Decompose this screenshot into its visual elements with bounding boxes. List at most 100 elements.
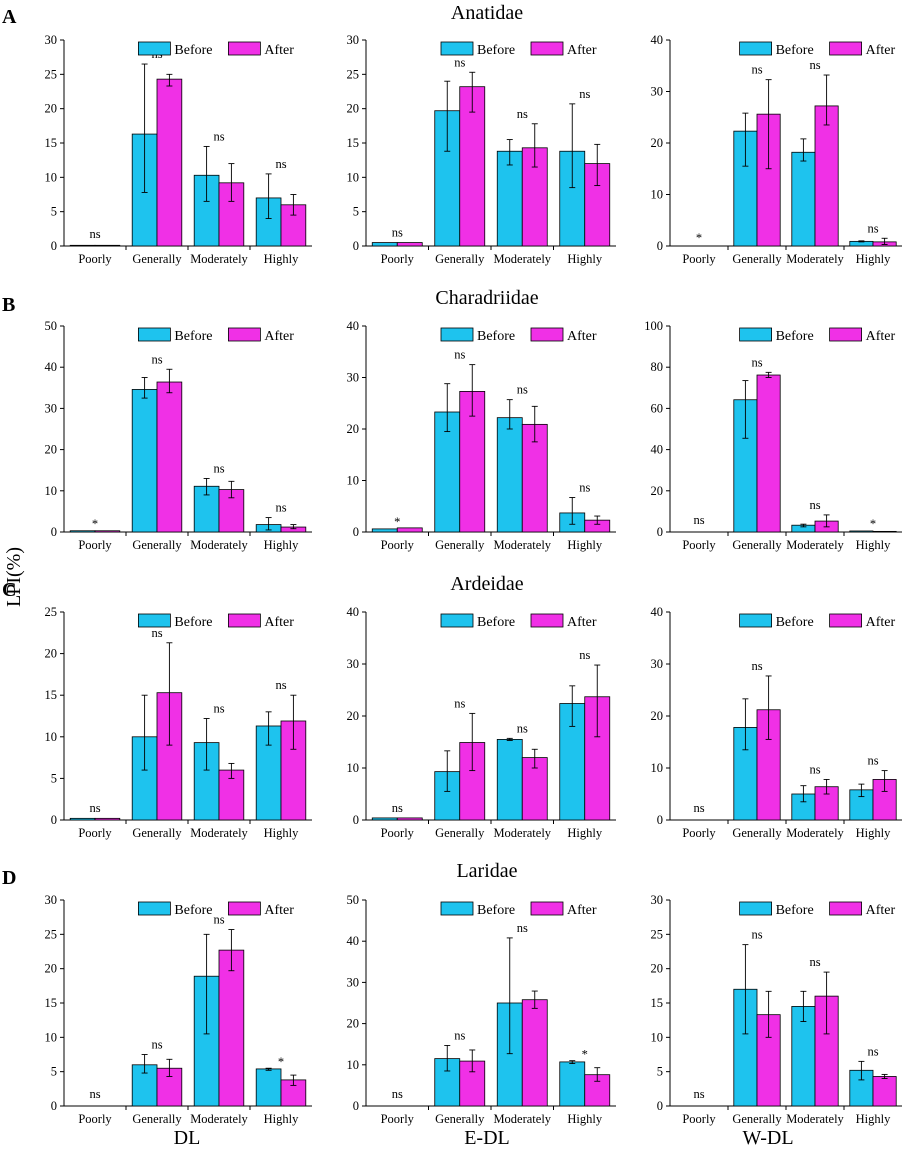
category-label: Highly bbox=[567, 826, 602, 840]
y-tick-label: 30 bbox=[45, 893, 58, 907]
bar-before bbox=[496, 417, 523, 533]
y-tick-label: 20 bbox=[45, 443, 58, 457]
category-label: Poorly bbox=[381, 1112, 415, 1126]
legend-label-after: After bbox=[866, 615, 896, 630]
significance-label: * bbox=[582, 1048, 588, 1062]
y-tick-label: 40 bbox=[651, 33, 664, 47]
bar-before bbox=[371, 817, 398, 821]
bar-after bbox=[396, 817, 423, 821]
category-label: Highly bbox=[856, 1112, 891, 1126]
category-label: Poorly bbox=[78, 252, 112, 266]
legend-label-before: Before bbox=[477, 329, 515, 344]
y-tick-label: 20 bbox=[651, 484, 664, 498]
legend-swatch-after bbox=[227, 901, 261, 916]
category-label: Highly bbox=[856, 826, 891, 840]
legend-label-after: After bbox=[567, 329, 597, 344]
legend-label-before: Before bbox=[776, 615, 814, 630]
y-tick-label: 5 bbox=[51, 1065, 57, 1079]
legend-swatch-before bbox=[739, 613, 772, 628]
y-tick-label: 25 bbox=[45, 927, 58, 941]
legend-swatch-before bbox=[137, 327, 171, 342]
category-label: Generally bbox=[732, 1112, 782, 1126]
significance-label: ns bbox=[517, 383, 528, 397]
legend-swatch-after bbox=[227, 613, 261, 628]
legend-label-before: Before bbox=[477, 615, 515, 630]
category-label: Generally bbox=[132, 1112, 182, 1126]
significance-label: ns bbox=[392, 1087, 403, 1101]
significance-label: ns bbox=[867, 1044, 878, 1058]
category-label: Generally bbox=[435, 826, 485, 840]
y-tick-label: 5 bbox=[51, 771, 57, 785]
y-tick-label: 20 bbox=[45, 102, 58, 116]
significance-label: ns bbox=[275, 678, 286, 692]
y-tick-label: 30 bbox=[347, 657, 360, 671]
y-tick-label: 40 bbox=[347, 605, 360, 619]
significance-label: ns bbox=[392, 801, 403, 815]
y-tick-label: 10 bbox=[651, 761, 664, 775]
legend-swatch-before bbox=[440, 327, 474, 342]
significance-label: ns bbox=[579, 87, 590, 101]
bar-before bbox=[69, 244, 96, 247]
significance-label: ns bbox=[213, 701, 224, 715]
significance-label: ns bbox=[454, 696, 465, 710]
y-tick-label: 25 bbox=[45, 67, 58, 81]
y-tick-label: 10 bbox=[45, 484, 58, 498]
legend-label-after: After bbox=[866, 43, 896, 58]
bar-before bbox=[371, 242, 398, 247]
category-label: Poorly bbox=[381, 538, 415, 552]
significance-label: ns bbox=[867, 754, 878, 768]
y-tick-label: 0 bbox=[657, 1099, 663, 1113]
bar-before bbox=[131, 389, 158, 533]
significance-label: ns bbox=[213, 129, 224, 143]
y-tick-label: 20 bbox=[45, 962, 58, 976]
legend-swatch-before bbox=[739, 901, 772, 916]
significance-label: ns bbox=[151, 1038, 162, 1052]
legend-label-after: After bbox=[567, 615, 597, 630]
category-label: Highly bbox=[567, 1112, 602, 1126]
y-tick-label: 0 bbox=[657, 239, 663, 253]
significance-label: ns bbox=[89, 227, 100, 241]
category-label: Generally bbox=[435, 538, 485, 552]
category-label: Moderately bbox=[493, 538, 551, 552]
category-label: Moderately bbox=[190, 252, 248, 266]
y-tick-label: 40 bbox=[347, 319, 360, 333]
legend-label-before: Before bbox=[174, 43, 212, 58]
category-label: Moderately bbox=[493, 1112, 551, 1126]
bar-before bbox=[371, 528, 398, 533]
significance-label: ns bbox=[693, 513, 704, 527]
y-tick-label: 10 bbox=[347, 170, 360, 184]
panel-letter-a: A bbox=[2, 6, 17, 28]
category-label: Moderately bbox=[493, 826, 551, 840]
y-tick-label: 15 bbox=[45, 996, 58, 1010]
significance-label: ns bbox=[275, 157, 286, 171]
y-tick-label: 15 bbox=[347, 136, 360, 150]
y-tick-label: 20 bbox=[651, 709, 664, 723]
significance-label: * bbox=[870, 517, 876, 531]
y-tick-label: 20 bbox=[347, 102, 360, 116]
bar-after bbox=[218, 949, 245, 1107]
significance-label: * bbox=[278, 1055, 284, 1069]
chart-panel-d2: 0 10 20 30 40 50 Poorly ns Generally ns Moderately… bbox=[347, 893, 616, 1126]
significance-label: ns bbox=[213, 913, 224, 927]
y-tick-label: 20 bbox=[347, 1017, 360, 1031]
bar-after bbox=[459, 86, 486, 247]
category-label: Highly bbox=[264, 538, 299, 552]
significance-label: ns bbox=[809, 955, 820, 969]
y-tick-label: 15 bbox=[45, 688, 58, 702]
panel-letter-c: C bbox=[2, 579, 16, 601]
bar-before bbox=[496, 739, 523, 821]
y-tick-label: 30 bbox=[651, 657, 664, 671]
legend-label-before: Before bbox=[776, 43, 814, 58]
y-tick-label: 0 bbox=[353, 1099, 359, 1113]
y-tick-label: 0 bbox=[353, 813, 359, 827]
y-tick-label: 10 bbox=[651, 1030, 664, 1044]
significance-label: ns bbox=[809, 498, 820, 512]
significance-label: ns bbox=[151, 626, 162, 640]
bar-after bbox=[521, 999, 548, 1107]
y-axis-label: LPI(%) bbox=[3, 547, 25, 607]
row-title: Ardeidae bbox=[450, 573, 523, 595]
legend-label-after: After bbox=[567, 903, 597, 918]
y-tick-label: 10 bbox=[651, 188, 664, 202]
legend-label-after: After bbox=[866, 903, 896, 918]
row-title: Laridae bbox=[456, 860, 517, 882]
